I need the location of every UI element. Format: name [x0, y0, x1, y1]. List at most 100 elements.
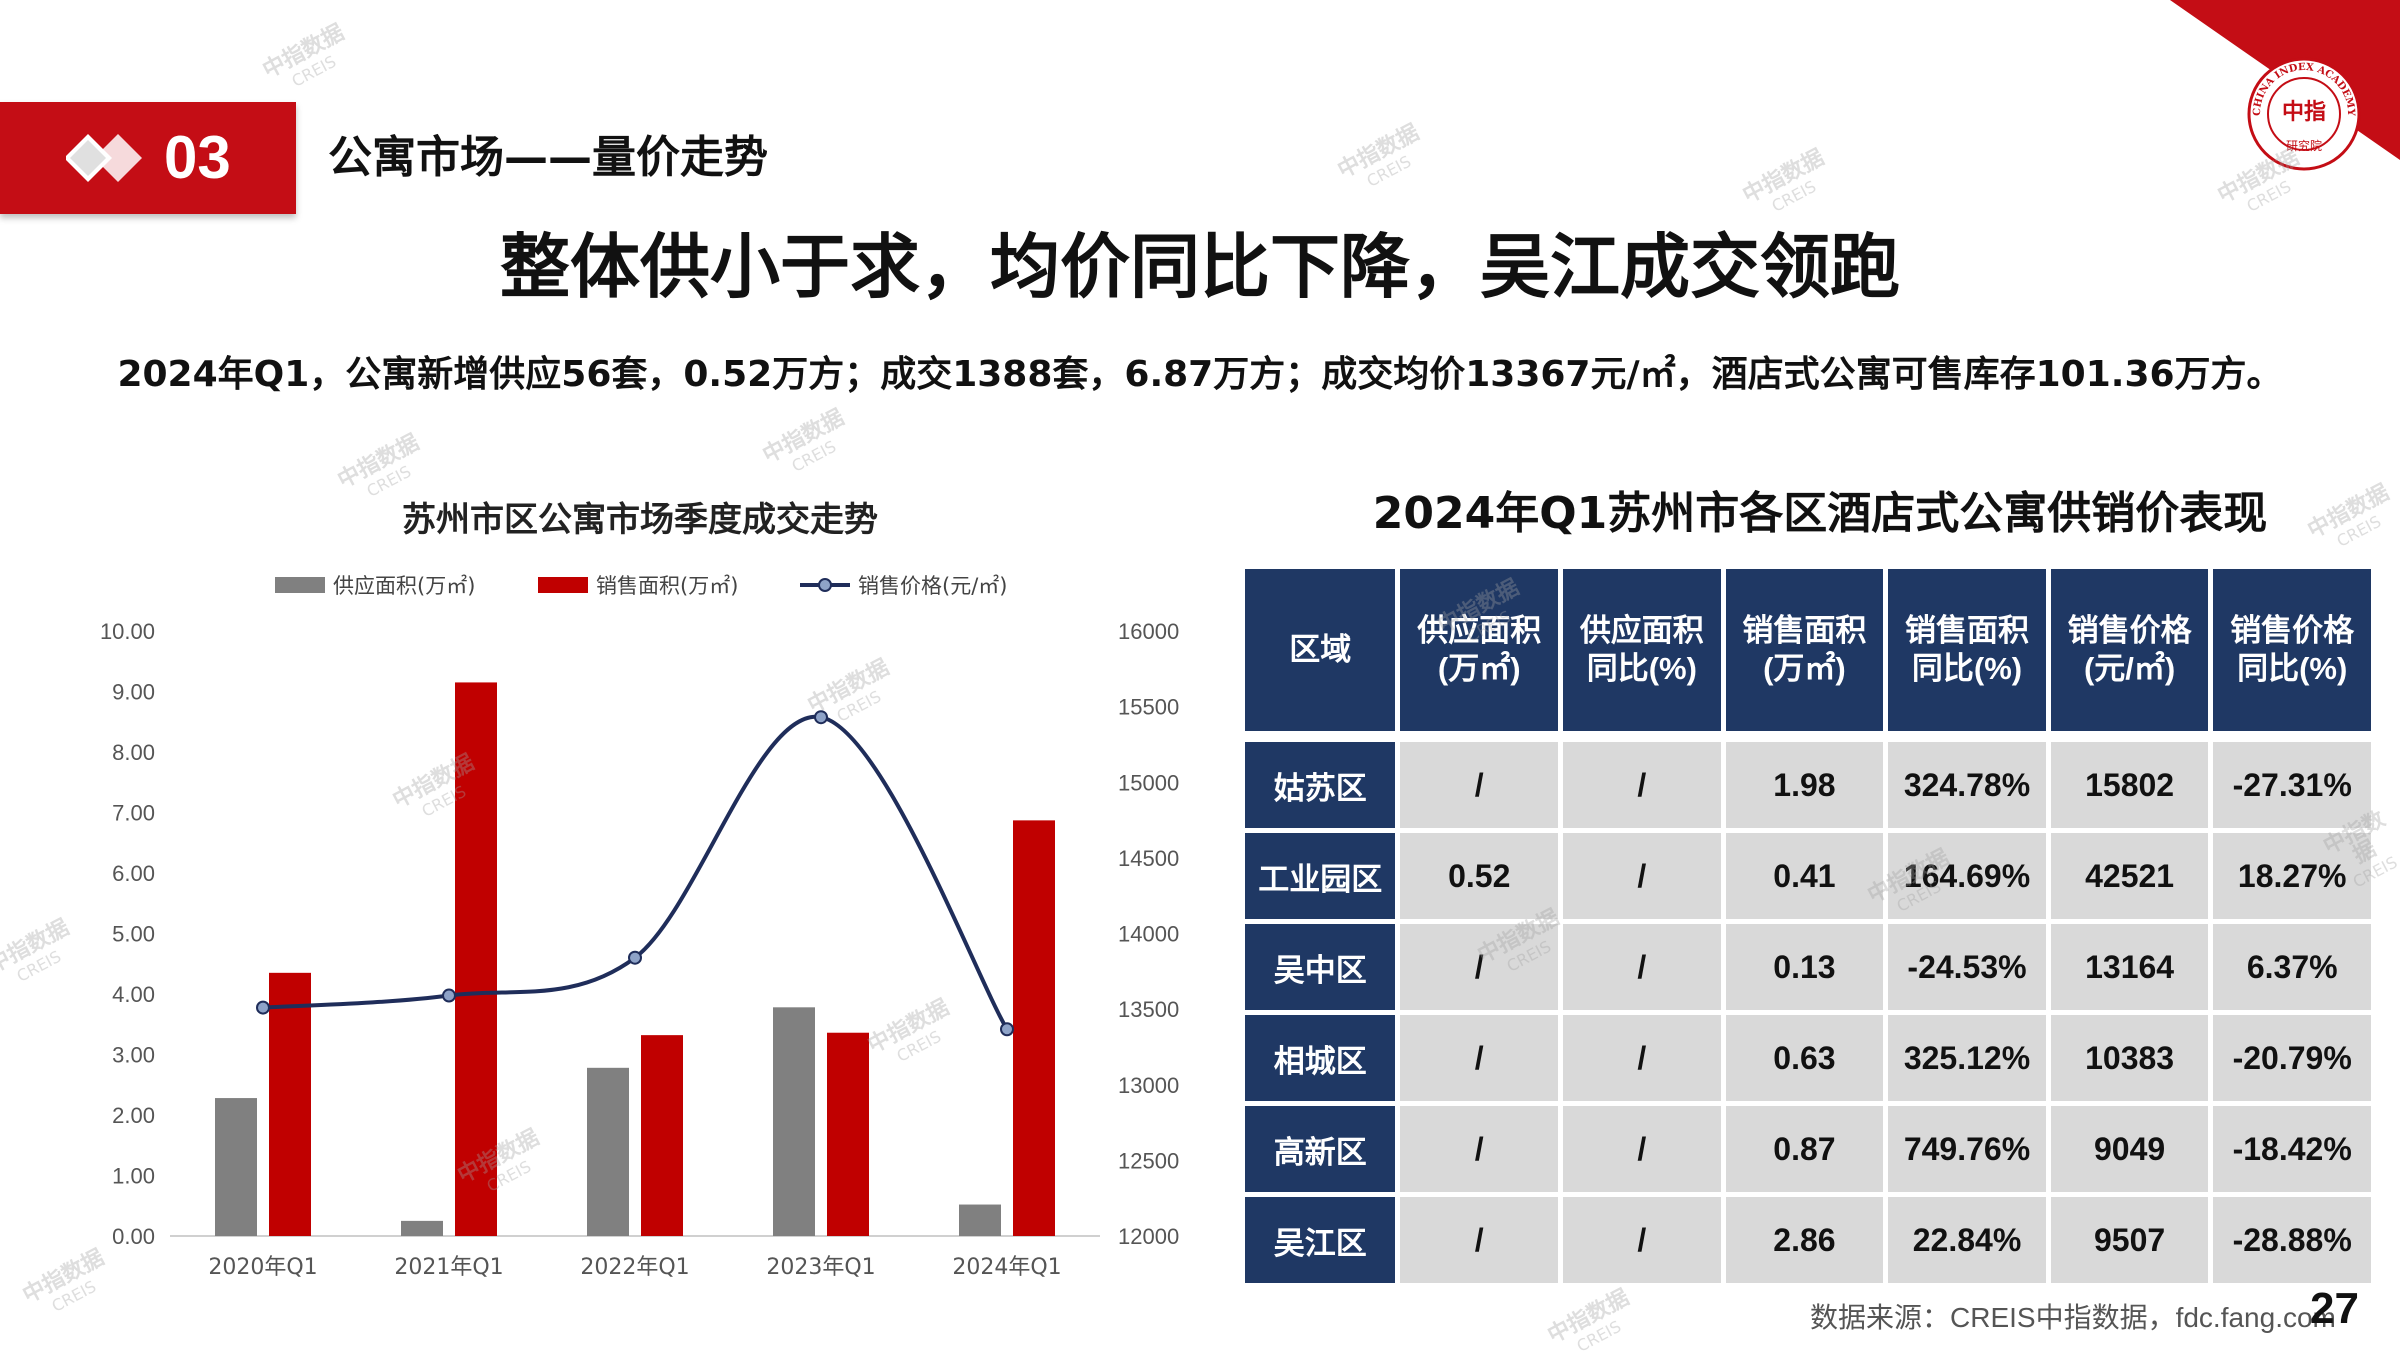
table-header-cell: 供应面积 同比(%): [1563, 569, 1721, 731]
table-cell: 6.37%: [2213, 924, 2371, 1010]
supply-bar: [773, 1007, 815, 1236]
region-cell: 工业园区: [1245, 833, 1396, 919]
table-cell: /: [1400, 736, 1559, 828]
table-cell: 2.86: [1725, 1197, 1884, 1283]
y-right-tick-label: 14500: [1118, 846, 1179, 871]
chart-title: 苏州市区公寓市场季度成交走势: [402, 500, 878, 540]
china-index-academy-logo: CHINA INDEX ACADEMY 中指 研究院: [2247, 57, 2361, 171]
logo-bottom-text: 研究院: [2286, 138, 2322, 153]
table-cell: 164.69%: [1888, 833, 2046, 919]
x-tick-label: 2021年Q1: [394, 1255, 503, 1280]
region-cell: 相城区: [1245, 1015, 1396, 1101]
table-header-row: 区域 供应面积 (万㎡) 供应面积 同比(%) 销售面积 (万㎡) 销售面积 同比(%) 销售价格…: [1245, 569, 2371, 731]
table-cell: -28.88%: [2213, 1197, 2371, 1283]
y-left-tick-label: 1.00: [112, 1164, 155, 1189]
x-tick-label: 2022年Q1: [580, 1255, 689, 1280]
table-cell: /: [1563, 736, 1721, 828]
header-text: (万㎡): [1763, 651, 1846, 686]
table-cell: /: [1400, 1197, 1559, 1283]
y-right-tick-label: 15500: [1118, 695, 1179, 720]
price-point: [256, 1000, 270, 1015]
price-point: [442, 988, 456, 1003]
table-cell: 9507: [2050, 1197, 2209, 1283]
y-right-tick-label: 14000: [1118, 922, 1179, 947]
y-right-tick-label: 12000: [1118, 1224, 1179, 1249]
region-cell: 吴中区: [1245, 924, 1396, 1010]
data-source: 数据来源：CREIS中指数据，fdc.fang.com: [1810, 1302, 2336, 1333]
table-cell: -24.53%: [1888, 924, 2046, 1010]
price-line: [262, 715, 1009, 1031]
chart-legend: 供应面积(万㎡) 销售面积(万㎡) 销售价格(元/㎡): [275, 574, 1007, 598]
y-right-tick-label: 15000: [1118, 770, 1179, 795]
y-left-tick-label: 6.00: [112, 861, 155, 886]
y-right-tick-label: 13000: [1118, 1073, 1179, 1098]
y-left-tick-label: 4.00: [112, 982, 155, 1007]
table-row: 姑苏区 //1.98 324.78% 15802 -27.31%: [1245, 736, 2371, 828]
header-text: 同比(%): [1586, 651, 1697, 686]
table-cell: 0.13: [1725, 924, 1884, 1010]
legend-swatch: [275, 577, 325, 593]
table-header-cell: 销售价格 同比(%): [2213, 569, 2371, 731]
header-text: 供应面积: [1579, 613, 1704, 648]
table-cell: /: [1400, 1015, 1559, 1101]
header-text: 同比(%): [1911, 651, 2023, 686]
table-cell: -27.31%: [2213, 736, 2371, 828]
x-tick-label: 2020年Q1: [208, 1255, 317, 1280]
y-left-tick-label: 9.00: [112, 680, 155, 705]
table-title: 2024年Q1苏州市各区酒店式公寓供销价表现: [1372, 488, 2268, 539]
header-text: 销售价格: [2230, 613, 2355, 648]
page-number: 27: [2310, 1284, 2359, 1333]
table-cell: 9049: [2050, 1106, 2209, 1192]
table-cell: /: [1563, 1106, 1721, 1192]
sales-bar: [455, 682, 497, 1236]
main-title: 整体供小于求，均价同比下降，吴江成交领跑: [500, 226, 1900, 308]
table-cell: 749.76%: [1888, 1106, 2046, 1192]
table-cell: 0.87: [1725, 1106, 1884, 1192]
table-cell: /: [1400, 1106, 1559, 1192]
table-cell: 18.27%: [2213, 833, 2371, 919]
table-cell: 324.78%: [1888, 736, 2046, 828]
table-cell: 325.12%: [1888, 1015, 2046, 1101]
sales-bar: [641, 1035, 683, 1236]
price-point: [628, 950, 642, 965]
section-number: 03: [164, 124, 231, 191]
table-row: 工业园区 0.52/0.41 164.69% 42521 18.27%: [1245, 833, 2371, 919]
x-tick-label: 2024年Q1: [952, 1255, 1061, 1280]
header-text: 区域: [1289, 632, 1352, 667]
watermark: 中指数据 CREIS: [1543, 1285, 1634, 1356]
table-cell: 15802: [2050, 736, 2209, 828]
region-cell: 高新区: [1245, 1106, 1396, 1192]
table-row: 相城区 //0.63 325.12% 10383 -20.79%: [1245, 1015, 2371, 1101]
y-left-tick-label: 5.00: [112, 922, 155, 947]
y-left-tick-label: 2.00: [112, 1103, 155, 1128]
chart-axes: 0.00 1.00 2.00 3.00 4.00 5.00 6.00 7.00 8.00 9.00…: [100, 619, 1179, 1280]
price-point: [814, 710, 828, 725]
y-right-tick-label: 12500: [1118, 1148, 1179, 1173]
section-title: 公寓市场——量价走势: [328, 132, 768, 183]
table-header-cell: 区域: [1245, 569, 1396, 731]
watermark: 中指数据 CREIS: [1333, 120, 1424, 191]
table-header-cell: 销售面积 同比(%): [1888, 569, 2046, 731]
sales-bar: [269, 972, 311, 1236]
sales-bar: [827, 1032, 869, 1236]
table-header-cell: 供应面积 (万㎡): [1400, 569, 1559, 731]
region-cell: 姑苏区: [1245, 736, 1396, 828]
table-cell: 1.98: [1725, 736, 1884, 828]
table-row: 吴中区 //0.13 -24.53% 13164 6.37%: [1245, 924, 2371, 1010]
watermark: 中指数据 CREIS: [258, 20, 349, 91]
header-text: 销售价格: [2067, 613, 2192, 648]
y-left-tick-label: 10.00: [100, 619, 155, 644]
table-cell: 10383: [2050, 1015, 2209, 1101]
y-left-tick-label: 8.00: [112, 740, 155, 765]
region-cell: 吴江区: [1245, 1197, 1396, 1283]
legend-label: 供应面积(万㎡): [333, 574, 475, 598]
header-text: (元/㎡): [2083, 651, 2176, 686]
summary-text: 2024年Q1，公寓新增供应56套，0.52万方；成交1388套，6.87万方；…: [117, 354, 2283, 395]
legend-marker: [818, 578, 832, 592]
header-text: 销售面积: [1905, 613, 2029, 648]
supply-bar: [401, 1220, 443, 1236]
table-cell: /: [1563, 833, 1721, 919]
table-cell: 0.41: [1725, 833, 1884, 919]
header-text: (万㎡): [1437, 651, 1521, 686]
y-right-tick-label: 13500: [1118, 997, 1179, 1022]
